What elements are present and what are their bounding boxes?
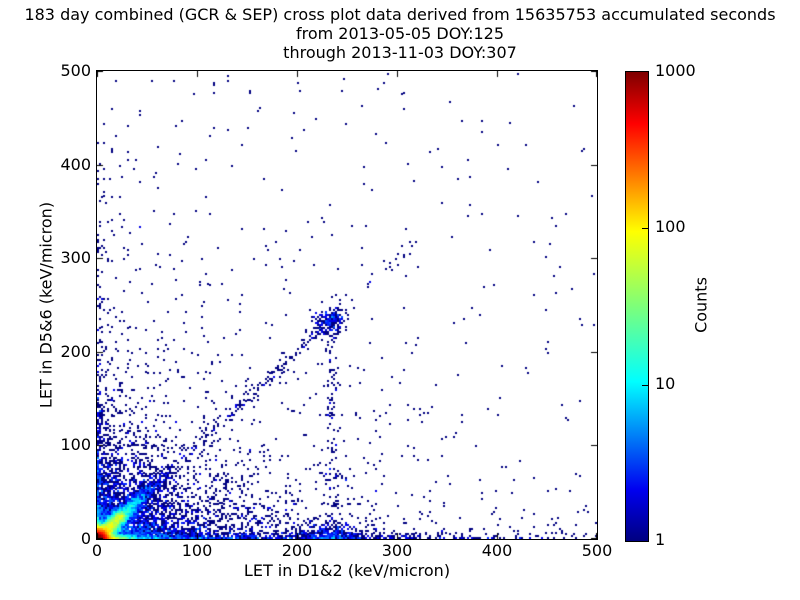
y-tick-label: 0: [80, 529, 91, 548]
x-tick-label: 100: [181, 541, 213, 560]
x-tick-label: 500: [581, 541, 613, 560]
colorbar-tick-label: 1000: [655, 61, 696, 80]
x-axis-label: LET in D1&2 (keV/micron): [243, 561, 451, 580]
x-tick-label: 300: [381, 541, 413, 560]
y-tick-label: 200: [60, 341, 91, 361]
colorbar-tick-label: 1: [655, 530, 666, 549]
colorbar-tick: [642, 384, 648, 386]
colorbar: [625, 71, 649, 542]
x-tick-label: 400: [481, 541, 513, 560]
x-tick-label: 0: [91, 541, 103, 560]
title-line-1: 183 day combined (GCR & SEP) cross plot …: [24, 5, 776, 24]
y-tick-label: 100: [60, 435, 91, 455]
colorbar-label: Counts: [691, 277, 711, 333]
y-tick-label: 300: [60, 248, 91, 268]
title-line-3: through 2013-11-03 DOY:307: [283, 43, 517, 62]
colorbar-tick: [642, 228, 648, 230]
x-tick-label: 200: [281, 541, 313, 560]
colorbar-tick-label: 10: [655, 373, 676, 393]
plot-area: [96, 70, 598, 540]
y-tick-label: 400: [60, 154, 91, 174]
y-tick-label: 500: [60, 61, 91, 80]
density-canvas: [97, 71, 597, 539]
colorbar-tick-label: 100: [655, 217, 686, 237]
title-line-2: from 2013-05-05 DOY:125: [295, 24, 504, 43]
y-axis-label: LET in D5&6 (keV/micron): [36, 201, 56, 409]
